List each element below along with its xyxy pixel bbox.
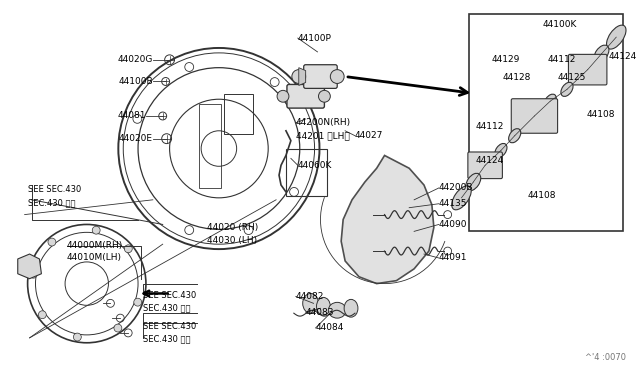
Text: 44200B: 44200B	[439, 183, 474, 192]
Polygon shape	[341, 155, 434, 283]
Circle shape	[92, 226, 100, 234]
Circle shape	[74, 333, 81, 341]
Circle shape	[48, 238, 56, 246]
Ellipse shape	[344, 299, 358, 317]
FancyBboxPatch shape	[568, 54, 607, 85]
Text: 44125: 44125	[557, 73, 586, 82]
Bar	[224, 94, 253, 134]
Text: 44100B: 44100B	[118, 77, 153, 86]
Circle shape	[330, 70, 344, 83]
Text: 44081: 44081	[117, 112, 146, 121]
Text: 44090: 44090	[439, 220, 467, 229]
Text: 44124: 44124	[476, 156, 504, 165]
Ellipse shape	[544, 94, 556, 108]
Text: 44108: 44108	[527, 191, 556, 201]
Ellipse shape	[317, 298, 330, 315]
Text: 44112: 44112	[476, 122, 504, 131]
Polygon shape	[299, 68, 306, 86]
Circle shape	[29, 270, 37, 278]
Text: SEE SEC.430: SEE SEC.430	[28, 186, 81, 195]
Text: 44027: 44027	[355, 131, 383, 140]
Circle shape	[134, 298, 141, 306]
Polygon shape	[18, 254, 42, 279]
Ellipse shape	[495, 144, 507, 158]
Text: 44083: 44083	[306, 308, 334, 317]
Ellipse shape	[509, 129, 521, 143]
Text: 44060K: 44060K	[298, 161, 332, 170]
Text: 44082: 44082	[296, 292, 324, 301]
Text: SEE SEC.430: SEE SEC.430	[143, 291, 196, 300]
Text: SEC.430 参照: SEC.430 参照	[143, 304, 191, 313]
Ellipse shape	[561, 82, 573, 96]
Text: 44135: 44135	[439, 199, 467, 208]
Bar	[199, 104, 221, 188]
Text: 44112: 44112	[547, 55, 575, 64]
Ellipse shape	[303, 294, 319, 313]
Text: 44201 （LH）: 44201 （LH）	[296, 131, 349, 140]
FancyBboxPatch shape	[468, 152, 502, 179]
Bar	[469, 15, 623, 231]
Text: SEC.430 参照: SEC.430 参照	[28, 198, 75, 207]
Bar	[286, 148, 328, 196]
Ellipse shape	[594, 45, 609, 62]
Ellipse shape	[328, 302, 346, 318]
Text: SEC.430 参照: SEC.430 参照	[143, 334, 191, 343]
Text: SEE SEC.430: SEE SEC.430	[143, 321, 196, 330]
FancyBboxPatch shape	[304, 65, 337, 89]
Text: 44129: 44129	[492, 55, 520, 64]
Text: 44128: 44128	[503, 73, 531, 82]
Circle shape	[277, 90, 289, 102]
Text: 44100P: 44100P	[298, 33, 332, 43]
Text: 44030 (LH): 44030 (LH)	[207, 236, 257, 245]
Circle shape	[124, 245, 132, 253]
Text: 44020G: 44020G	[118, 55, 153, 64]
Circle shape	[114, 324, 122, 332]
Ellipse shape	[466, 173, 481, 191]
FancyBboxPatch shape	[287, 84, 324, 108]
Text: 44091: 44091	[439, 253, 467, 263]
Text: 44200N(RH): 44200N(RH)	[296, 118, 351, 127]
FancyBboxPatch shape	[511, 99, 557, 133]
Text: ^'4 :0070: ^'4 :0070	[585, 353, 626, 362]
Text: 44084: 44084	[316, 324, 344, 333]
Text: 44020E: 44020E	[119, 134, 153, 143]
Text: 44100K: 44100K	[543, 20, 577, 29]
Text: 44108: 44108	[587, 109, 615, 119]
Text: 44000M(RH): 44000M(RH)	[67, 241, 124, 250]
Circle shape	[319, 90, 330, 102]
Text: 44010M(LH): 44010M(LH)	[67, 253, 122, 263]
Text: 44124: 44124	[609, 52, 637, 61]
Circle shape	[292, 70, 306, 83]
Ellipse shape	[607, 25, 626, 49]
Circle shape	[38, 311, 46, 319]
Text: 44020 (RH): 44020 (RH)	[207, 223, 259, 232]
Ellipse shape	[452, 186, 471, 210]
